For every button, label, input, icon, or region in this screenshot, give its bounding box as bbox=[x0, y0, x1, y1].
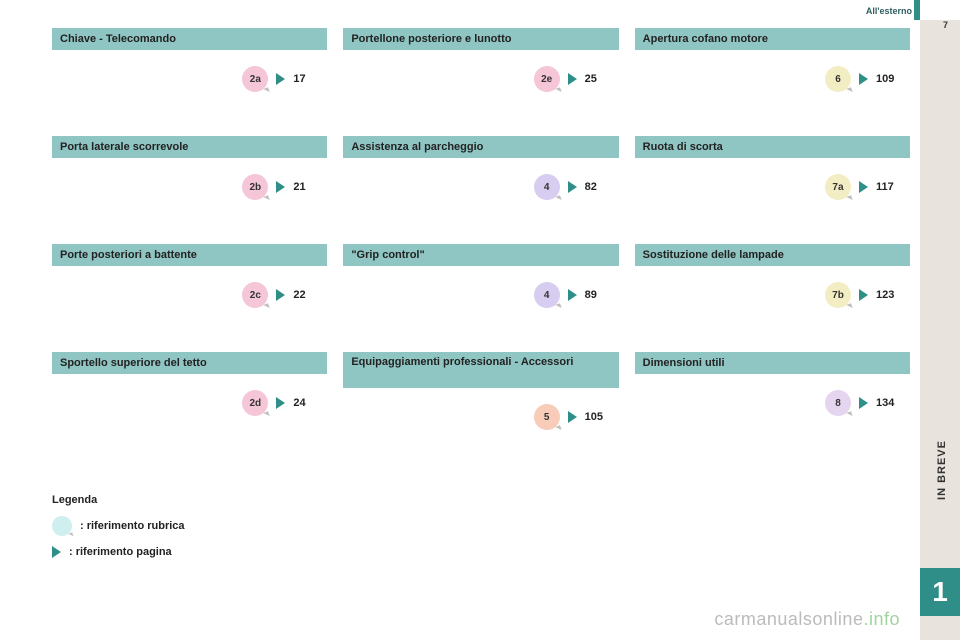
page-ref: 21 bbox=[293, 181, 317, 193]
block-refs: 6 109 bbox=[635, 66, 910, 92]
rubrica-dot: 2c bbox=[242, 282, 268, 308]
legend-text: : riferimento rubrica bbox=[80, 520, 185, 532]
block-title: Ruota di scorta bbox=[635, 136, 910, 158]
block-refs: 4 89 bbox=[343, 282, 618, 308]
block: "Grip control" 4 89 bbox=[343, 244, 618, 308]
watermark: carmanualsonline.info bbox=[714, 609, 900, 630]
block-title: Sostituzione delle lampade bbox=[635, 244, 910, 266]
block: Sostituzione delle lampade 7b 123 bbox=[635, 244, 910, 308]
block: Assistenza al parcheggio 4 82 bbox=[343, 136, 618, 200]
column-2: Portellone posteriore e lunotto 2e 25 As… bbox=[343, 28, 618, 474]
rubrica-dot: 4 bbox=[534, 282, 560, 308]
page-ref-icon bbox=[859, 289, 868, 301]
section-header: All'esterno bbox=[866, 6, 912, 16]
block-refs: 2a 17 bbox=[52, 66, 327, 92]
page-ref-icon bbox=[568, 181, 577, 193]
block: Apertura cofano motore 6 109 bbox=[635, 28, 910, 92]
column-3: Apertura cofano motore 6 109 Ruota di sc… bbox=[635, 28, 910, 474]
page-root: All'esterno 7 IN BREVE 1 Chiave - Teleco… bbox=[0, 0, 960, 640]
page-ref: 22 bbox=[293, 289, 317, 301]
block-title: Apertura cofano motore bbox=[635, 28, 910, 50]
legend: Legenda : riferimento rubrica : riferime… bbox=[52, 494, 185, 568]
block-title: Dimensioni utili bbox=[635, 352, 910, 374]
page-ref-icon bbox=[859, 181, 868, 193]
block-refs: 7b 123 bbox=[635, 282, 910, 308]
page-ref: 117 bbox=[876, 181, 900, 193]
legend-row-rubrica: : riferimento rubrica bbox=[52, 516, 185, 536]
block-title: Equipaggiamenti professionali - Accessor… bbox=[343, 352, 618, 388]
page-ref-icon bbox=[276, 289, 285, 301]
rubrica-dot: 7a bbox=[825, 174, 851, 200]
block: Dimensioni utili 8 134 bbox=[635, 352, 910, 416]
block: Sportello superiore del tetto 2d 24 bbox=[52, 352, 327, 416]
page-ref: 123 bbox=[876, 289, 900, 301]
block-title: Assistenza al parcheggio bbox=[343, 136, 618, 158]
rubrica-dot: 4 bbox=[534, 174, 560, 200]
column-1: Chiave - Telecomando 2a 17 Porta lateral… bbox=[52, 28, 327, 474]
block-refs: 2c 22 bbox=[52, 282, 327, 308]
page-ref-icon bbox=[859, 397, 868, 409]
block-title: Chiave - Telecomando bbox=[52, 28, 327, 50]
page-ref-icon bbox=[568, 73, 577, 85]
legend-text: : riferimento pagina bbox=[69, 546, 172, 558]
block: Chiave - Telecomando 2a 17 bbox=[52, 28, 327, 92]
block-refs: 5 105 bbox=[343, 404, 618, 430]
block-refs: 7a 117 bbox=[635, 174, 910, 200]
block: Porta laterale scorrevole 2b 21 bbox=[52, 136, 327, 200]
legend-title: Legenda bbox=[52, 494, 185, 506]
page-ref: 89 bbox=[585, 289, 609, 301]
block: Portellone posteriore e lunotto 2e 25 bbox=[343, 28, 618, 92]
page-ref-icon bbox=[568, 411, 577, 423]
side-label: IN BREVE bbox=[936, 440, 948, 500]
rubrica-dot: 5 bbox=[534, 404, 560, 430]
page-ref: 134 bbox=[876, 397, 900, 409]
rubrica-dot: 6 bbox=[825, 66, 851, 92]
block-refs: 8 134 bbox=[635, 390, 910, 416]
side-strip: 7 IN BREVE 1 bbox=[920, 20, 960, 640]
page-ref-icon bbox=[276, 397, 285, 409]
block-refs: 2d 24 bbox=[52, 390, 327, 416]
page-ref: 25 bbox=[585, 73, 609, 85]
page-ref-icon bbox=[276, 73, 285, 85]
block-refs: 4 82 bbox=[343, 174, 618, 200]
block: Porte posteriori a battente 2c 22 bbox=[52, 244, 327, 308]
block-title: "Grip control" bbox=[343, 244, 618, 266]
block-title: Portellone posteriore e lunotto bbox=[343, 28, 618, 50]
rubrica-dot-icon bbox=[52, 516, 72, 536]
watermark-left: carmanualsonline bbox=[714, 609, 863, 629]
page-ref-icon bbox=[859, 73, 868, 85]
chapter-badge: 1 bbox=[920, 568, 960, 616]
rubrica-dot: 7b bbox=[825, 282, 851, 308]
page-ref: 105 bbox=[585, 411, 609, 423]
rubrica-dot: 2a bbox=[242, 66, 268, 92]
page-ref-icon bbox=[276, 181, 285, 193]
block: Equipaggiamenti professionali - Accessor… bbox=[343, 352, 618, 430]
rubrica-dot: 2d bbox=[242, 390, 268, 416]
rubrica-dot: 2b bbox=[242, 174, 268, 200]
columns-container: Chiave - Telecomando 2a 17 Porta lateral… bbox=[52, 28, 910, 474]
page-ref: 17 bbox=[293, 73, 317, 85]
page-ref-icon bbox=[52, 546, 61, 558]
block-title: Sportello superiore del tetto bbox=[52, 352, 327, 374]
accent-bar bbox=[914, 0, 920, 20]
rubrica-dot: 8 bbox=[825, 390, 851, 416]
page-ref-icon bbox=[568, 289, 577, 301]
rubrica-dot: 2e bbox=[534, 66, 560, 92]
block-refs: 2e 25 bbox=[343, 66, 618, 92]
block-title: Porta laterale scorrevole bbox=[52, 136, 327, 158]
block-refs: 2b 21 bbox=[52, 174, 327, 200]
page-ref: 24 bbox=[293, 397, 317, 409]
page-ref: 109 bbox=[876, 73, 900, 85]
block-title: Porte posteriori a battente bbox=[52, 244, 327, 266]
block: Ruota di scorta 7a 117 bbox=[635, 136, 910, 200]
page-number: 7 bbox=[943, 20, 948, 30]
watermark-right: .info bbox=[863, 609, 900, 629]
page-ref: 82 bbox=[585, 181, 609, 193]
legend-row-pagina: : riferimento pagina bbox=[52, 546, 185, 558]
